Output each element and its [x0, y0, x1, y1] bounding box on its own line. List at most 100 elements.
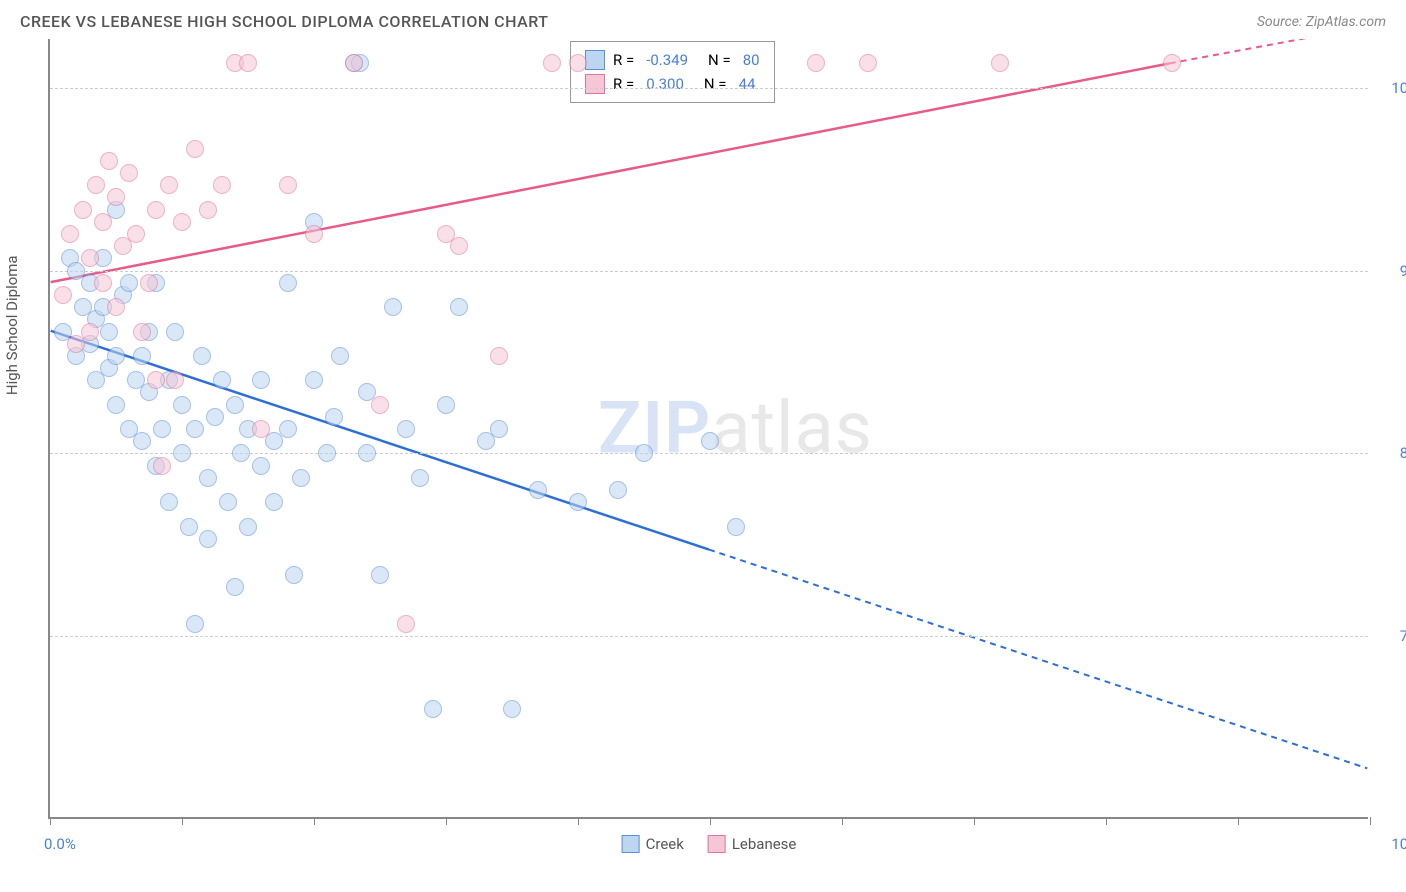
x-label-min: 0.0%: [44, 835, 76, 853]
data-point: [318, 444, 336, 462]
data-point: [107, 298, 125, 316]
data-point: [107, 396, 125, 414]
data-point: [279, 274, 297, 292]
data-point: [727, 518, 745, 536]
data-point: [140, 274, 158, 292]
source-attribution: Source: ZipAtlas.com: [1257, 14, 1386, 30]
data-point: [991, 54, 1009, 72]
data-point: [424, 700, 442, 718]
legend-n-label: N =: [708, 48, 731, 72]
data-point: [305, 371, 323, 389]
data-point: [859, 54, 877, 72]
data-point: [199, 530, 217, 548]
data-point: [133, 323, 151, 341]
data-point: [100, 323, 118, 341]
data-point: [74, 201, 92, 219]
data-point: [609, 481, 627, 499]
data-point: [180, 518, 198, 536]
legend-n-value: 80: [743, 48, 760, 72]
data-point: [490, 347, 508, 365]
data-point: [107, 188, 125, 206]
data-point: [120, 274, 138, 292]
chart-header: CREEK VS LEBANESE HIGH SCHOOL DIPLOMA CO…: [0, 0, 1406, 39]
data-point: [94, 274, 112, 292]
y-tick-label: 100.0%: [1391, 79, 1406, 97]
x-tick: [710, 817, 711, 825]
legend-row: R = 0.300 N = 44: [585, 72, 760, 96]
data-point: [529, 481, 547, 499]
data-point: [701, 432, 719, 450]
legend-r-label: R =: [613, 72, 634, 96]
data-point: [199, 201, 217, 219]
data-point: [292, 469, 310, 487]
data-point: [252, 371, 270, 389]
y-tick-label: 85.0%: [1400, 444, 1406, 462]
data-point: [1163, 54, 1181, 72]
data-point: [219, 493, 237, 511]
data-point: [252, 420, 270, 438]
x-tick: [842, 817, 843, 825]
x-tick: [446, 817, 447, 825]
data-point: [569, 54, 587, 72]
data-point: [397, 420, 415, 438]
data-point: [54, 286, 72, 304]
data-point: [232, 444, 250, 462]
data-point: [239, 518, 257, 536]
scatter-chart: High School Diploma ZIPatlas R = -0.349 …: [48, 39, 1368, 819]
data-point: [87, 176, 105, 194]
data-point: [543, 54, 561, 72]
data-point: [331, 347, 349, 365]
gridline: [50, 88, 1368, 89]
data-point: [397, 615, 415, 633]
trend-line-extrapolated: [709, 550, 1367, 769]
data-point: [61, 225, 79, 243]
x-tick: [974, 817, 975, 825]
data-point: [635, 444, 653, 462]
data-point: [153, 457, 171, 475]
data-point: [371, 396, 389, 414]
data-point: [186, 140, 204, 158]
legend-row: R = -0.349 N = 80: [585, 48, 760, 72]
x-tick: [578, 817, 579, 825]
data-point: [384, 298, 402, 316]
data-point: [265, 493, 283, 511]
legend-n-label: N =: [704, 72, 727, 96]
y-tick-label: 92.5%: [1400, 262, 1406, 280]
series-legend-item: Lebanese: [708, 835, 797, 853]
data-point: [166, 323, 184, 341]
data-point: [186, 615, 204, 633]
data-point: [226, 396, 244, 414]
data-point: [173, 396, 191, 414]
data-point: [206, 408, 224, 426]
x-label-max: 100.0%: [1391, 835, 1406, 853]
x-tick: [314, 817, 315, 825]
correlation-legend: R = -0.349 N = 80 R = 0.300 N = 44: [570, 41, 775, 103]
data-point: [160, 493, 178, 511]
data-point: [239, 54, 257, 72]
data-point: [147, 201, 165, 219]
x-tick: [1238, 817, 1239, 825]
x-tick: [1106, 817, 1107, 825]
data-point: [325, 408, 343, 426]
x-tick: [1370, 817, 1371, 825]
data-point: [345, 54, 363, 72]
data-point: [186, 420, 204, 438]
data-point: [285, 566, 303, 584]
data-point: [100, 152, 118, 170]
gridline: [50, 636, 1368, 637]
legend-swatch: [585, 50, 605, 70]
data-point: [450, 237, 468, 255]
data-point: [358, 444, 376, 462]
data-point: [371, 566, 389, 584]
series-legend-item: Creek: [622, 835, 684, 853]
legend-swatch: [622, 835, 640, 853]
series-legend-label: Lebanese: [732, 835, 797, 853]
data-point: [147, 371, 165, 389]
data-point: [160, 176, 178, 194]
data-point: [81, 249, 99, 267]
data-point: [807, 54, 825, 72]
legend-swatch: [585, 74, 605, 94]
data-point: [94, 213, 112, 231]
data-point: [173, 444, 191, 462]
y-tick-label: 77.5%: [1400, 627, 1406, 645]
